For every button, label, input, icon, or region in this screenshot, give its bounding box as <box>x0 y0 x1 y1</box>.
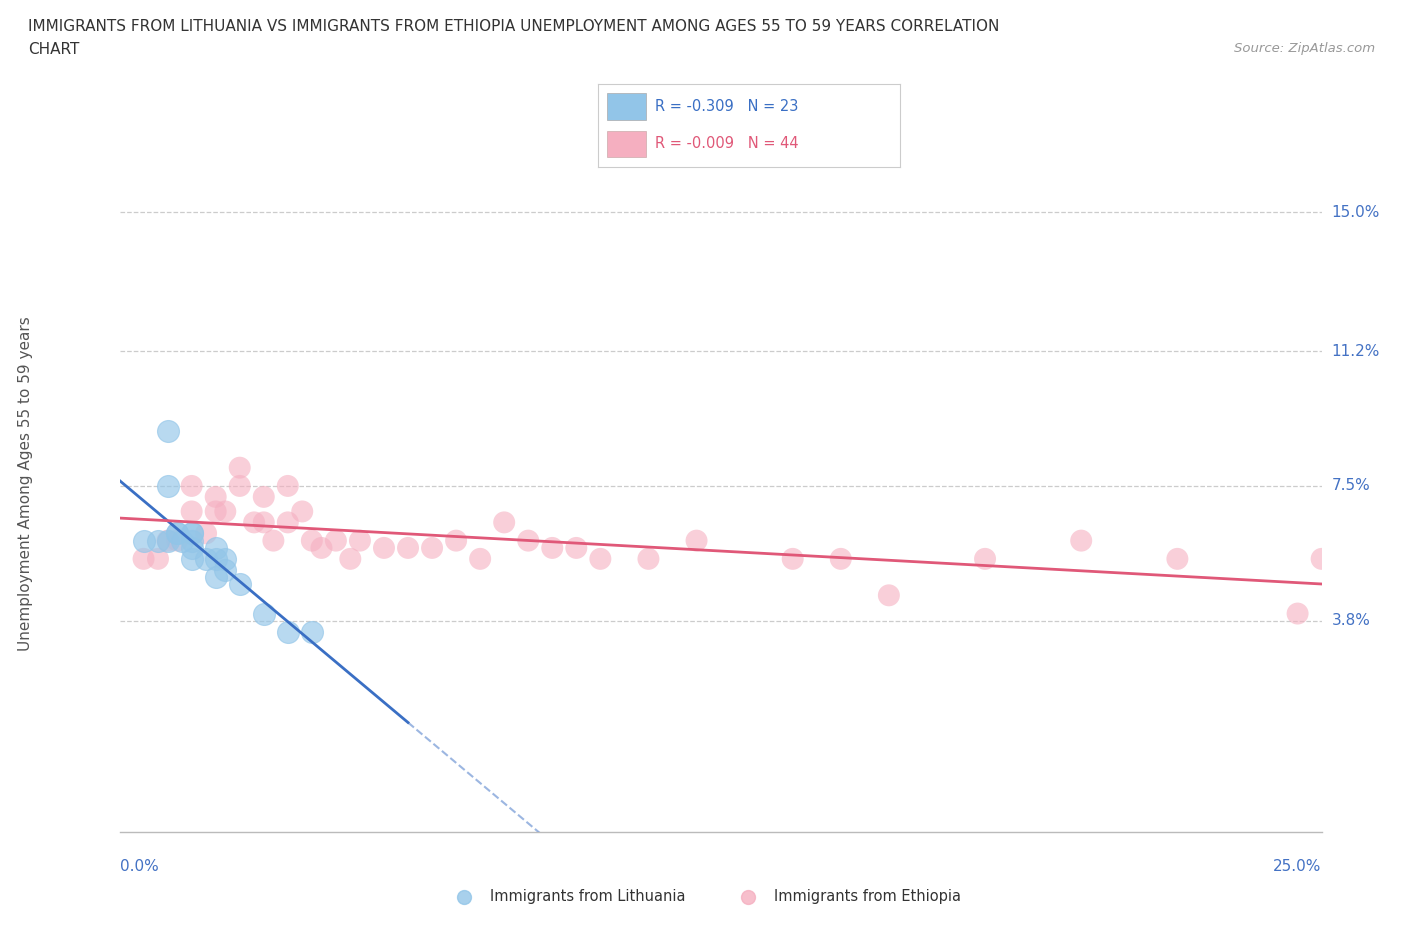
Text: 0.0%: 0.0% <box>120 859 159 874</box>
Point <box>180 478 202 493</box>
Point <box>565 540 588 555</box>
Point <box>782 551 804 566</box>
Point <box>974 551 997 566</box>
Text: 15.0%: 15.0% <box>1331 205 1379 219</box>
Point <box>262 533 284 548</box>
Point <box>339 551 361 566</box>
Text: 11.2%: 11.2% <box>1331 343 1379 358</box>
Point <box>132 533 155 548</box>
Point <box>301 533 323 548</box>
Point <box>517 533 540 548</box>
Point <box>195 551 218 566</box>
Text: 25.0%: 25.0% <box>1274 859 1322 874</box>
Point <box>291 504 314 519</box>
Point <box>214 551 236 566</box>
Bar <box>606 130 645 157</box>
Point <box>396 540 419 555</box>
Point <box>204 570 226 585</box>
Text: Immigrants from Lithuania: Immigrants from Lithuania <box>489 889 685 905</box>
Point <box>180 525 202 540</box>
Point <box>277 478 299 493</box>
Point <box>253 515 276 530</box>
Point <box>180 551 202 566</box>
Point <box>301 624 323 639</box>
Point <box>1310 551 1333 566</box>
Point <box>156 478 179 493</box>
Point <box>468 551 492 566</box>
Point <box>204 551 226 566</box>
Point <box>146 551 169 566</box>
Point <box>444 533 467 548</box>
Point <box>180 533 202 548</box>
Point <box>253 489 276 504</box>
Point <box>166 533 188 548</box>
Point <box>166 525 188 540</box>
Bar <box>606 93 645 120</box>
Point <box>204 540 226 555</box>
Point <box>132 551 155 566</box>
Point <box>830 551 852 566</box>
Text: 7.5%: 7.5% <box>1331 478 1369 494</box>
Point <box>180 504 202 519</box>
Point <box>589 551 612 566</box>
Point <box>228 460 252 475</box>
Point <box>180 525 202 540</box>
Point <box>1286 606 1309 621</box>
Point <box>373 540 395 555</box>
Point <box>311 540 333 555</box>
Point <box>349 533 371 548</box>
Point <box>277 515 299 530</box>
Point <box>277 624 299 639</box>
Point <box>156 424 179 439</box>
Text: R = -0.309   N = 23: R = -0.309 N = 23 <box>655 99 799 113</box>
Point <box>541 540 564 555</box>
Point <box>737 889 759 904</box>
Text: Immigrants from Ethiopia: Immigrants from Ethiopia <box>775 889 962 905</box>
Point <box>156 533 179 548</box>
Point <box>1070 533 1092 548</box>
Point <box>243 515 266 530</box>
Text: R = -0.009   N = 44: R = -0.009 N = 44 <box>655 137 799 152</box>
Point <box>228 478 252 493</box>
Point <box>204 489 226 504</box>
Point <box>637 551 659 566</box>
Point <box>214 504 236 519</box>
Point <box>420 540 443 555</box>
Point <box>156 533 179 548</box>
Point <box>180 540 202 555</box>
Point <box>877 588 900 603</box>
Point <box>204 504 226 519</box>
Point <box>195 525 218 540</box>
Point <box>166 525 188 540</box>
Point <box>253 606 276 621</box>
Text: 3.8%: 3.8% <box>1331 614 1371 629</box>
Point <box>228 577 252 591</box>
Text: Source: ZipAtlas.com: Source: ZipAtlas.com <box>1234 42 1375 55</box>
Point <box>1166 551 1188 566</box>
Point <box>146 533 169 548</box>
Point <box>325 533 347 548</box>
Point <box>214 563 236 578</box>
Point <box>494 515 516 530</box>
Text: IMMIGRANTS FROM LITHUANIA VS IMMIGRANTS FROM ETHIOPIA UNEMPLOYMENT AMONG AGES 55: IMMIGRANTS FROM LITHUANIA VS IMMIGRANTS … <box>28 19 1000 33</box>
Text: CHART: CHART <box>28 42 80 57</box>
Text: Unemployment Among Ages 55 to 59 years: Unemployment Among Ages 55 to 59 years <box>18 316 32 651</box>
Point <box>170 533 193 548</box>
Point <box>453 889 475 904</box>
Point <box>685 533 707 548</box>
